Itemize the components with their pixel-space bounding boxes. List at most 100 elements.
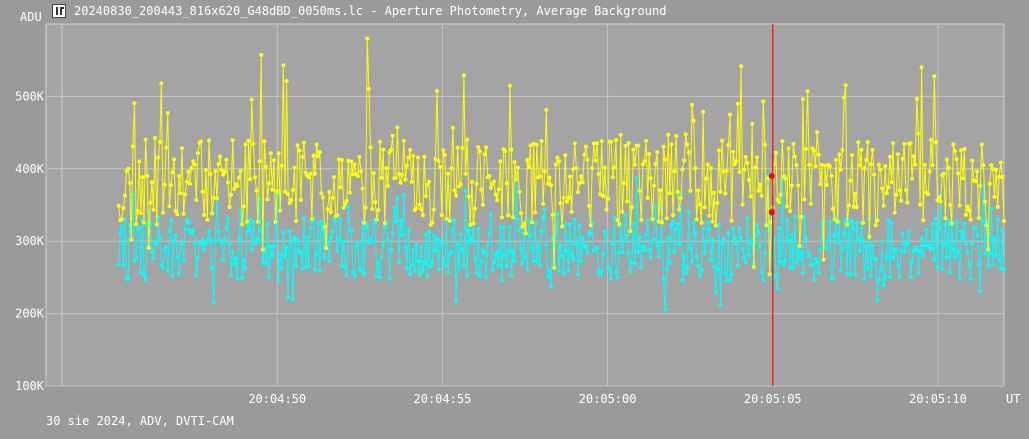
comparison-point bbox=[850, 219, 854, 224]
target-point bbox=[504, 181, 509, 186]
target-point bbox=[609, 139, 614, 144]
comparison-point bbox=[370, 239, 375, 244]
app-logo-icon[interactable] bbox=[52, 4, 66, 18]
comparison-point bbox=[143, 277, 148, 282]
target-point bbox=[379, 175, 384, 180]
target-point bbox=[465, 137, 470, 142]
comparison-point bbox=[314, 252, 319, 256]
comparison-point bbox=[576, 272, 580, 277]
comparison-point bbox=[957, 275, 962, 280]
comparison-point bbox=[381, 243, 386, 247]
target-point bbox=[340, 158, 344, 162]
comparison-point bbox=[338, 217, 343, 222]
comparison-point bbox=[682, 254, 687, 259]
target-point bbox=[772, 162, 777, 167]
target-point bbox=[425, 182, 430, 187]
target-point bbox=[404, 163, 409, 168]
comparison-point bbox=[305, 235, 310, 240]
x-tick-label: 20:05:00 bbox=[579, 392, 637, 406]
target-point bbox=[983, 199, 987, 204]
target-point bbox=[189, 166, 194, 171]
comparison-point bbox=[525, 267, 530, 272]
target-point bbox=[378, 139, 382, 144]
target-point bbox=[908, 141, 913, 146]
comparison-point bbox=[623, 213, 628, 218]
target-point bbox=[848, 178, 853, 183]
comparison-point bbox=[457, 267, 462, 272]
target-point bbox=[276, 151, 281, 156]
target-point bbox=[265, 197, 270, 202]
target-point bbox=[441, 148, 446, 153]
target-point bbox=[254, 188, 259, 193]
target-point bbox=[284, 79, 289, 84]
comparison-point bbox=[710, 237, 715, 242]
target-point bbox=[542, 169, 547, 174]
target-point bbox=[317, 150, 322, 155]
comparison-point bbox=[270, 253, 275, 258]
comparison-point bbox=[276, 278, 281, 283]
comparison-point bbox=[797, 256, 802, 261]
target-point bbox=[496, 187, 501, 192]
target-point bbox=[873, 223, 878, 228]
comparison-point bbox=[902, 249, 907, 254]
target-point bbox=[591, 141, 596, 146]
target-point bbox=[454, 193, 458, 198]
comparison-point bbox=[883, 274, 888, 279]
time-cursor[interactable] bbox=[768, 24, 775, 386]
comparison-point bbox=[783, 258, 788, 263]
comparison-point bbox=[800, 271, 805, 275]
target-point bbox=[933, 140, 938, 145]
target-point bbox=[262, 139, 267, 144]
target-point bbox=[545, 181, 550, 186]
target-point bbox=[762, 142, 767, 147]
comparison-point bbox=[316, 221, 321, 226]
target-point bbox=[693, 166, 698, 171]
comparison-point bbox=[362, 271, 367, 276]
comparison-point bbox=[379, 255, 384, 259]
target-point bbox=[243, 142, 248, 147]
comparison-point bbox=[363, 226, 368, 231]
comparison-point bbox=[504, 264, 509, 269]
comparison-point bbox=[617, 250, 622, 255]
comparison-point bbox=[937, 226, 942, 231]
target-point bbox=[146, 245, 151, 250]
target-point bbox=[517, 189, 522, 194]
target-point bbox=[538, 174, 542, 179]
target-point bbox=[564, 199, 569, 204]
comparison-point bbox=[595, 245, 599, 250]
comparison-point bbox=[933, 216, 938, 221]
comparison-point bbox=[900, 231, 905, 236]
comparison-point bbox=[229, 272, 234, 277]
target-point bbox=[463, 171, 468, 176]
comparison-point bbox=[237, 237, 241, 241]
target-point bbox=[514, 177, 519, 182]
target-point bbox=[183, 192, 188, 197]
target-point bbox=[525, 158, 530, 163]
target-point bbox=[718, 189, 723, 194]
target-point bbox=[568, 174, 572, 179]
target-point bbox=[840, 147, 845, 152]
target-point bbox=[539, 139, 544, 144]
target-point bbox=[442, 152, 447, 157]
comparison-point bbox=[810, 262, 815, 267]
target-point bbox=[126, 166, 131, 171]
target-point bbox=[612, 165, 617, 170]
target-point bbox=[986, 247, 991, 252]
comparison-point bbox=[964, 241, 968, 246]
target-point bbox=[664, 216, 669, 221]
target-point bbox=[797, 243, 802, 248]
target-point bbox=[636, 143, 641, 148]
target-point bbox=[164, 145, 169, 150]
comparison-point bbox=[292, 235, 297, 240]
comparison-point bbox=[911, 249, 916, 254]
target-point bbox=[964, 212, 968, 217]
comparison-point bbox=[574, 241, 579, 246]
target-point bbox=[729, 218, 734, 223]
target-point bbox=[427, 179, 432, 184]
target-point bbox=[894, 192, 899, 197]
comparison-point bbox=[729, 272, 734, 277]
comparison-point bbox=[541, 215, 546, 220]
comparison-point bbox=[772, 235, 777, 240]
target-point bbox=[202, 213, 207, 217]
